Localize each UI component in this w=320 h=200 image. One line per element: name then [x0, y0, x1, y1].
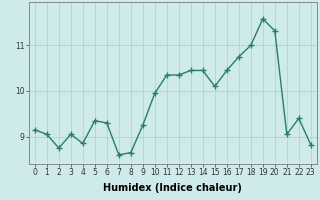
- X-axis label: Humidex (Indice chaleur): Humidex (Indice chaleur): [103, 183, 242, 193]
